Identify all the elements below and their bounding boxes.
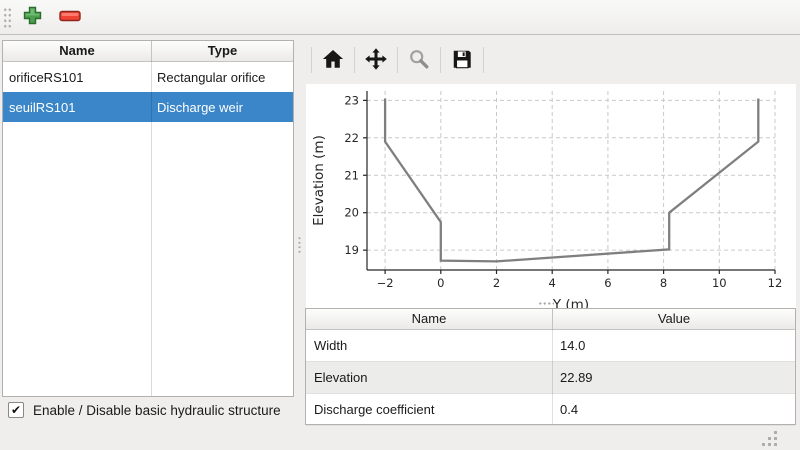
x-tick-label: −2 bbox=[377, 276, 394, 290]
structure-name-cell[interactable]: orificeRS101 bbox=[9, 69, 84, 85]
toolbar-separator bbox=[311, 47, 312, 73]
property-name-cell: Width bbox=[314, 338, 348, 353]
structures-toolbar bbox=[0, 0, 800, 35]
toolbar-separator bbox=[397, 47, 398, 73]
toolbar-drag-handle[interactable] bbox=[3, 6, 12, 28]
column-header-name: Name bbox=[411, 311, 447, 326]
chart-canvas[interactable]: −2 0 2 4 6 8 10 12 19 20 21 22 23 Elevation (m) Y (m) bbox=[306, 84, 796, 308]
property-name-cell: Discharge coefficient bbox=[314, 402, 435, 417]
x-tick-label: 12 bbox=[768, 276, 783, 290]
structure-name-cell[interactable]: seuilRS101 bbox=[9, 99, 76, 115]
chart-nav-toolbar bbox=[306, 42, 489, 78]
toolbar-separator bbox=[354, 47, 355, 73]
toolbar-separator bbox=[483, 47, 484, 73]
chart-pan-button[interactable] bbox=[360, 44, 392, 76]
window-resize-grip[interactable] bbox=[762, 431, 780, 449]
zoom-icon bbox=[408, 48, 430, 73]
chart-zoom-button[interactable] bbox=[403, 44, 435, 76]
minus-icon bbox=[59, 10, 81, 25]
structures-table-header: Name Type bbox=[3, 41, 293, 62]
x-tick-label: 4 bbox=[549, 276, 556, 290]
checkmark-icon: ✔ bbox=[10, 403, 22, 417]
x-tick-label: 10 bbox=[712, 276, 727, 290]
save-icon bbox=[451, 48, 473, 73]
property-name-cell: Elevation bbox=[314, 370, 368, 385]
y-tick-label: 22 bbox=[344, 131, 359, 145]
panel-splitter-vertical[interactable] bbox=[295, 40, 305, 397]
y-tick-label: 23 bbox=[344, 93, 359, 107]
y-axis-label: Elevation (m) bbox=[311, 135, 327, 226]
pan-icon bbox=[364, 47, 388, 74]
structures-table: Name Type orificeRS101 Rectangular orific… bbox=[2, 40, 294, 397]
structure-type-cell[interactable]: Rectangular orifice bbox=[157, 69, 266, 85]
chart-save-button[interactable] bbox=[446, 44, 478, 76]
x-tick-label: 0 bbox=[437, 276, 444, 290]
plus-icon bbox=[23, 6, 42, 28]
property-value-cell[interactable]: 14.0 bbox=[560, 338, 586, 353]
splitter-grip-icon bbox=[297, 236, 302, 254]
x-axis-label: Y (m) bbox=[552, 297, 589, 308]
add-structure-button[interactable] bbox=[19, 5, 45, 29]
panel-splitter-horizontal[interactable] bbox=[538, 301, 554, 306]
property-value-cell[interactable]: 0.4 bbox=[560, 402, 579, 417]
properties-table: Name Value Width 14.0 Elevation 22.89 Discha… bbox=[305, 308, 796, 426]
column-header-type: Type bbox=[151, 41, 293, 61]
x-tick-label: 6 bbox=[604, 276, 611, 290]
structure-row[interactable]: orificeRS101 Rectangular orifice bbox=[3, 62, 293, 92]
column-header-value: Value bbox=[552, 309, 795, 329]
remove-structure-button[interactable] bbox=[57, 5, 83, 29]
chart-home-button[interactable] bbox=[317, 44, 349, 76]
structure-row[interactable]: seuilRS101 Discharge weir bbox=[3, 92, 293, 122]
structure-type-cell[interactable]: Discharge weir bbox=[157, 99, 243, 115]
x-tick-label: 8 bbox=[660, 276, 667, 290]
enable-structure-row: ✔ Enable / Disable basic hydraulic struc… bbox=[8, 402, 281, 418]
home-icon bbox=[322, 48, 344, 73]
enable-structure-label[interactable]: Enable / Disable basic hydraulic structu… bbox=[33, 402, 281, 418]
elevation-profile-chart[interactable]: −2 0 2 4 6 8 10 12 19 20 21 22 23 Elevation (m) Y (m) bbox=[306, 84, 796, 308]
toolbar-separator bbox=[440, 47, 441, 73]
y-tick-label: 20 bbox=[344, 206, 359, 220]
column-header-name: Name bbox=[59, 43, 95, 58]
y-tick-label: 19 bbox=[344, 243, 359, 257]
x-tick-label: 2 bbox=[493, 276, 500, 290]
property-value-cell[interactable]: 22.89 bbox=[560, 370, 593, 385]
property-row[interactable]: Width 14.0 bbox=[306, 330, 795, 362]
chart-profile-line bbox=[383, 98, 760, 263]
property-row[interactable]: Elevation 22.89 bbox=[306, 362, 795, 394]
properties-table-header: Name Value bbox=[306, 309, 795, 330]
enable-structure-checkbox[interactable]: ✔ bbox=[8, 402, 24, 418]
property-row[interactable]: Discharge coefficient 0.4 bbox=[306, 394, 795, 426]
y-tick-label: 21 bbox=[344, 168, 359, 182]
